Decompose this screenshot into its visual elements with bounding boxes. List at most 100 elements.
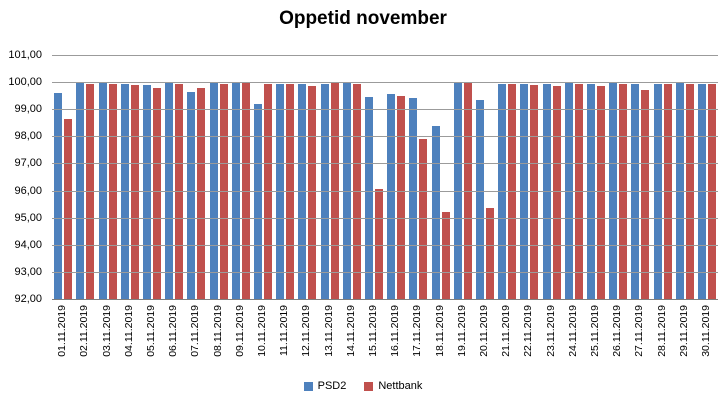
- x-axis-slot: 12.11.2019: [296, 302, 318, 378]
- bar-nettbank-25.11.2019[interactable]: [596, 86, 605, 299]
- bar-psd2-16.11.2019[interactable]: [387, 94, 396, 299]
- bar-series-container: [52, 55, 718, 299]
- bar-psd2-03.11.2019[interactable]: [98, 82, 107, 299]
- x-axis-slot: 28.11.2019: [651, 302, 673, 378]
- legend: PSD2 Nettbank: [0, 377, 726, 395]
- y-axis-label: 92,00: [14, 293, 42, 305]
- bar-psd2-06.11.2019[interactable]: [165, 82, 174, 299]
- x-axis-label: 09.11.2019: [233, 305, 246, 357]
- legend-label: Nettbank: [378, 380, 423, 392]
- x-axis-label: 29.11.2019: [677, 305, 690, 357]
- gridline: [52, 163, 718, 164]
- gridline: [52, 109, 718, 110]
- bar-psd2-17.11.2019[interactable]: [409, 98, 418, 299]
- y-axis-label: 101,00: [8, 49, 42, 61]
- x-axis-label: 18.11.2019: [433, 305, 446, 357]
- gridline: [52, 82, 718, 83]
- bar-nettbank-17.11.2019[interactable]: [419, 139, 428, 299]
- bar-pair-08.11.2019: [207, 55, 229, 299]
- bar-pair-02.11.2019: [74, 55, 96, 299]
- bar-psd2-07.11.2019[interactable]: [187, 91, 196, 299]
- x-axis-label: 07.11.2019: [189, 305, 202, 357]
- x-axis-label: 20.11.2019: [477, 305, 490, 357]
- bar-nettbank-19.11.2019[interactable]: [463, 82, 472, 299]
- bar-psd2-10.11.2019[interactable]: [253, 103, 262, 299]
- gridline: [52, 272, 718, 273]
- bar-pair-09.11.2019: [230, 55, 252, 299]
- bar-nettbank-18.11.2019[interactable]: [441, 212, 450, 299]
- x-axis-slot: 27.11.2019: [629, 302, 651, 378]
- bar-pair-12.11.2019: [296, 55, 318, 299]
- legend-item-nettbank[interactable]: Nettbank: [364, 380, 422, 392]
- legend-swatch-psd2: [303, 381, 313, 391]
- x-axis-label: 16.11.2019: [389, 305, 402, 357]
- legend-item-psd2[interactable]: PSD2: [303, 380, 346, 392]
- bar-psd2-26.11.2019[interactable]: [609, 82, 618, 299]
- bar-pair-01.11.2019: [52, 55, 74, 299]
- gridline: [52, 218, 718, 219]
- x-axis-label: 26.11.2019: [611, 305, 624, 357]
- bar-pair-25.11.2019: [585, 55, 607, 299]
- bar-psd2-20.11.2019[interactable]: [475, 99, 484, 299]
- bar-pair-05.11.2019: [141, 55, 163, 299]
- x-axis-slot: 07.11.2019: [185, 302, 207, 378]
- bar-pair-19.11.2019: [452, 55, 474, 299]
- bar-pair-04.11.2019: [119, 55, 141, 299]
- x-axis-slot: 09.11.2019: [230, 302, 252, 378]
- bar-psd2-18.11.2019[interactable]: [431, 125, 440, 299]
- x-axis-label: 05.11.2019: [144, 305, 157, 357]
- x-axis-label: 06.11.2019: [167, 305, 180, 357]
- bar-psd2-01.11.2019[interactable]: [54, 93, 63, 299]
- x-axis-label: 10.11.2019: [255, 305, 268, 357]
- bar-nettbank-09.11.2019[interactable]: [241, 82, 250, 299]
- x-axis-label: 14.11.2019: [344, 305, 357, 357]
- bar-psd2-19.11.2019[interactable]: [453, 82, 462, 299]
- x-axis-slot: 14.11.2019: [341, 302, 363, 378]
- x-axis-slot: 02.11.2019: [74, 302, 96, 378]
- chart-title: Oppetid november: [279, 8, 447, 29]
- bar-pair-24.11.2019: [563, 55, 585, 299]
- bar-nettbank-23.11.2019[interactable]: [552, 86, 561, 299]
- bar-psd2-09.11.2019[interactable]: [231, 82, 240, 299]
- bar-pair-16.11.2019: [385, 55, 407, 299]
- bar-nettbank-15.11.2019[interactable]: [374, 189, 383, 299]
- plot-area: [52, 55, 718, 300]
- y-axis-label: 98,00: [14, 130, 42, 143]
- bar-pair-06.11.2019: [163, 55, 185, 299]
- bar-psd2-29.11.2019[interactable]: [675, 82, 684, 299]
- bar-psd2-14.11.2019[interactable]: [342, 82, 351, 299]
- x-axis-label: 30.11.2019: [699, 305, 712, 357]
- bar-nettbank-20.11.2019[interactable]: [485, 208, 494, 299]
- gridline: [52, 245, 718, 246]
- bar-psd2-24.11.2019[interactable]: [564, 82, 573, 299]
- x-axis-label: 02.11.2019: [78, 305, 91, 357]
- legend-swatch-nettbank: [364, 381, 374, 391]
- y-axis-label: 96,00: [14, 184, 42, 197]
- bar-pair-13.11.2019: [318, 55, 340, 299]
- bar-psd2-08.11.2019[interactable]: [209, 82, 218, 299]
- bar-pair-18.11.2019: [429, 55, 451, 299]
- bar-pair-14.11.2019: [341, 55, 363, 299]
- x-axis-slot: 19.11.2019: [452, 302, 474, 378]
- bar-nettbank-12.11.2019[interactable]: [308, 86, 317, 299]
- bar-pair-29.11.2019: [674, 55, 696, 299]
- bar-nettbank-16.11.2019[interactable]: [397, 95, 406, 299]
- x-axis-slot: 18.11.2019: [429, 302, 451, 378]
- x-axis-label: 04.11.2019: [122, 305, 135, 357]
- bar-pair-07.11.2019: [185, 55, 207, 299]
- x-axis-slot: 01.11.2019: [52, 302, 74, 378]
- x-axis-slot: 17.11.2019: [407, 302, 429, 378]
- bar-pair-28.11.2019: [651, 55, 673, 299]
- bar-psd2-15.11.2019[interactable]: [364, 97, 373, 299]
- bar-nettbank-13.11.2019[interactable]: [330, 82, 339, 299]
- x-axis-slot: 23.11.2019: [540, 302, 562, 378]
- x-axis-label: 21.11.2019: [500, 305, 513, 357]
- bar-nettbank-27.11.2019[interactable]: [641, 90, 650, 299]
- bar-nettbank-01.11.2019[interactable]: [64, 118, 73, 299]
- x-axis-label: 19.11.2019: [455, 305, 468, 357]
- bar-psd2-02.11.2019[interactable]: [76, 82, 85, 299]
- bar-nettbank-05.11.2019[interactable]: [152, 87, 161, 299]
- bar-pair-27.11.2019: [629, 55, 651, 299]
- bar-nettbank-07.11.2019[interactable]: [197, 87, 206, 299]
- x-axis: 01.11.2019 02.11.2019 03.11.2019 04.11.2019…: [52, 302, 718, 378]
